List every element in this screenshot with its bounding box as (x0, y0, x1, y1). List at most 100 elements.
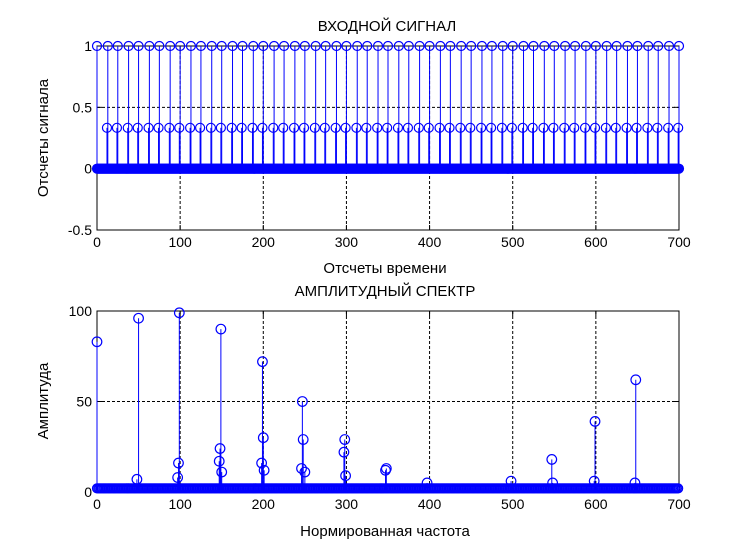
y-tick-label: 50 (76, 394, 92, 410)
x-tick-label: 300 (335, 496, 359, 512)
stem-marker (258, 464, 270, 476)
stem-marker (673, 40, 685, 52)
x-axis-label: Отсчеты времени (323, 260, 446, 277)
stem-marker (402, 122, 414, 133)
x-tick-label: 100 (168, 234, 192, 250)
stem-marker (206, 40, 217, 52)
stem-marker (185, 40, 197, 52)
stem-marker (476, 40, 488, 52)
stem-marker (296, 463, 307, 474)
stem-marker (174, 122, 185, 133)
y-tick-labels: -0.5 0 0.5 1 (68, 38, 92, 238)
stem-marker (444, 122, 455, 133)
stem-marker (528, 40, 539, 52)
stem-marker (340, 470, 351, 482)
x-tick-labels: 0 100 200 300 400 500 600 700 (93, 496, 691, 512)
stem-marker (310, 40, 321, 52)
stem-marker (589, 122, 601, 133)
stem-marker (338, 446, 350, 458)
stem-marker (133, 40, 144, 52)
stem-marker (392, 122, 404, 133)
stem-marker (465, 122, 476, 133)
y-tick-label: -0.5 (68, 222, 92, 238)
stem-marker (589, 416, 601, 427)
stem-marker (539, 40, 550, 52)
stem-marker (268, 40, 280, 52)
stem-marker (298, 122, 310, 133)
stem-marker (185, 122, 196, 133)
x-tick-label: 400 (418, 496, 442, 512)
stem-marker (91, 336, 103, 348)
stem-marker (435, 40, 446, 52)
y-tick-label: 0 (84, 161, 92, 177)
x-tick-label: 200 (252, 496, 276, 512)
stem-marker (643, 40, 654, 52)
stem-marker (339, 434, 351, 445)
stem-marker (362, 40, 373, 52)
stem-marker (518, 40, 529, 52)
stem-marker (216, 40, 227, 52)
stem-marker (296, 396, 308, 407)
stem-marker (309, 122, 320, 133)
stem-marker (215, 323, 227, 335)
x-tick-label: 300 (335, 234, 359, 250)
stem-marker (299, 466, 311, 478)
stem-marker (132, 122, 143, 133)
stem-marker (247, 122, 258, 133)
stem-marker (600, 122, 611, 133)
stem-marker (610, 122, 621, 133)
stem-marker (236, 122, 247, 133)
stem-marker (445, 40, 456, 52)
stem-marker (548, 122, 559, 133)
stem-marker (288, 122, 300, 133)
stem-marker (601, 40, 612, 52)
stem-marker (257, 122, 268, 133)
stem-marker (590, 40, 601, 52)
stem-marker (421, 477, 433, 489)
stem-marker (569, 40, 581, 52)
stem-marker (175, 40, 186, 52)
stem-marker (91, 40, 103, 52)
x-tick-label: 400 (418, 234, 442, 250)
stem-marker (546, 454, 558, 465)
stem-marker (372, 40, 384, 52)
x-tick-labels: 0 100 200 300 400 500 600 700 (93, 234, 691, 250)
stem-marker (131, 473, 143, 485)
stem-marker (172, 472, 184, 483)
y-tick-label: 100 (69, 303, 93, 319)
stem-marker (319, 122, 330, 133)
stems (91, 40, 685, 174)
stem-marker (506, 122, 517, 133)
stem-marker (621, 122, 632, 133)
plot-input-signal: ВХОДНОЙ СИГНАЛ 0 100 200 300 400 500 600 700 -0… (35, 17, 691, 277)
x-tick-label: 0 (93, 234, 101, 250)
stem-marker (496, 122, 508, 133)
grid (96, 310, 680, 493)
stem-marker (547, 477, 559, 489)
plot-title: ВХОДНОЙ СИГНАЛ (318, 17, 457, 35)
plot-amplitude-spectrum: АМПЛИТУДНЫЙ СПЕКТР 0 100 200 300 400 500 600 70… (35, 282, 691, 540)
stem-marker (611, 40, 622, 52)
stem-marker (497, 40, 508, 52)
x-tick-label: 700 (667, 496, 691, 512)
stem-marker (258, 40, 269, 52)
stem-marker (653, 40, 664, 52)
stem-marker (393, 40, 404, 52)
stem-marker (382, 40, 394, 52)
stem-marker (194, 122, 206, 133)
stem-marker (434, 122, 445, 133)
stem-marker (248, 40, 259, 52)
stem-marker (476, 122, 487, 133)
stem-marker (153, 122, 164, 133)
stem-marker (413, 122, 424, 133)
x-tick-label: 700 (667, 234, 691, 250)
stem-marker (652, 122, 663, 133)
stem-marker (403, 40, 414, 52)
y-tick-label: 0 (84, 484, 92, 500)
stem-marker (195, 40, 207, 52)
stem-marker (663, 122, 674, 133)
stem-marker (622, 40, 633, 52)
stem-marker (205, 122, 217, 133)
x-tick-label: 0 (93, 496, 101, 512)
stem-marker (112, 40, 123, 52)
